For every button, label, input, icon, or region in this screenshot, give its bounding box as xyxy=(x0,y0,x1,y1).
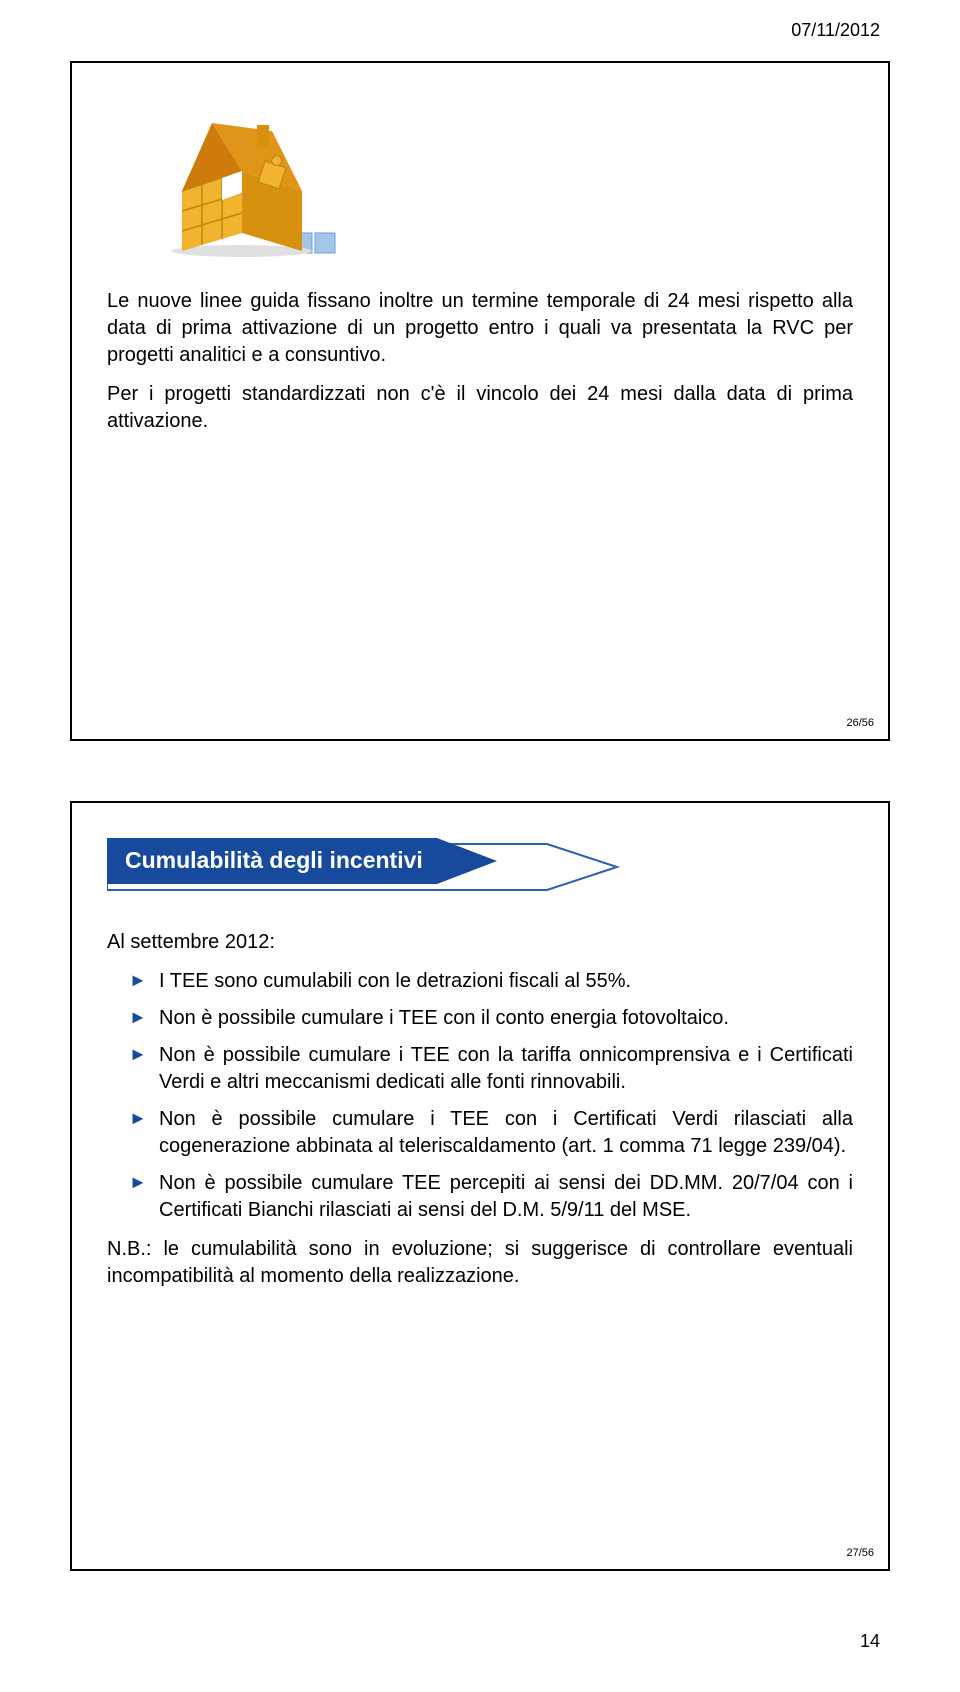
list-item: Non è possibile cumulare i TEE con la ta… xyxy=(129,1042,853,1096)
slide2-nb: N.B.: le cumulabilità sono in evoluzione… xyxy=(107,1236,853,1290)
page-date: 07/11/2012 xyxy=(70,20,890,41)
list-item: I TEE sono cumulabili con le detrazioni … xyxy=(129,968,853,995)
slide2-intro: Al settembre 2012: xyxy=(107,931,853,954)
list-item: Non è possibile cumulare i TEE con il co… xyxy=(129,1005,853,1032)
slide-1: Le nuove linee guida fissano inoltre un … xyxy=(70,61,890,741)
banner: Cumulabilità degli incentivi xyxy=(107,838,627,896)
slide1-paragraph-2: Per i progetti standardizzati non c'è il… xyxy=(107,381,853,435)
slide2-pagenum: 27/56 xyxy=(846,1547,874,1559)
bullet-list: I TEE sono cumulabili con le detrazioni … xyxy=(107,968,853,1224)
slide-2: Cumulabilità degli incentivi Al settembr… xyxy=(70,801,890,1571)
list-item: Non è possibile cumulare i TEE con i Cer… xyxy=(129,1106,853,1160)
slide1-pagenum: 26/56 xyxy=(846,717,874,729)
page-footer-num: 14 xyxy=(70,1631,890,1652)
banner-title: Cumulabilità degli incentivi xyxy=(125,847,423,874)
slide1-paragraph-1: Le nuove linee guida fissano inoltre un … xyxy=(107,288,853,369)
list-item: Non è possibile cumulare TEE percepiti a… xyxy=(129,1170,853,1224)
house-puzzle-illustration xyxy=(157,103,347,258)
